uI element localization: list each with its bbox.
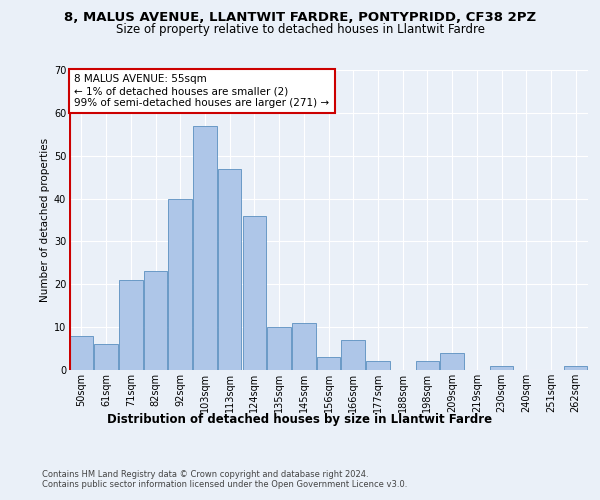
Text: 8, MALUS AVENUE, LLANTWIT FARDRE, PONTYPRIDD, CF38 2PZ: 8, MALUS AVENUE, LLANTWIT FARDRE, PONTYP…: [64, 11, 536, 24]
Bar: [416, 362, 439, 370]
Bar: [169, 198, 192, 370]
Bar: [341, 340, 365, 370]
Bar: [242, 216, 266, 370]
Text: 8 MALUS AVENUE: 55sqm
← 1% of detached houses are smaller (2)
99% of semi-detach: 8 MALUS AVENUE: 55sqm ← 1% of detached h…: [74, 74, 329, 108]
Bar: [317, 357, 340, 370]
Bar: [94, 344, 118, 370]
Bar: [144, 272, 167, 370]
Text: Distribution of detached houses by size in Llantwit Fardre: Distribution of detached houses by size …: [107, 412, 493, 426]
Y-axis label: Number of detached properties: Number of detached properties: [40, 138, 50, 302]
Bar: [440, 353, 464, 370]
Text: Size of property relative to detached houses in Llantwit Fardre: Size of property relative to detached ho…: [115, 22, 485, 36]
Bar: [564, 366, 587, 370]
Bar: [218, 168, 241, 370]
Bar: [70, 336, 93, 370]
Text: Contains HM Land Registry data © Crown copyright and database right 2024.
Contai: Contains HM Land Registry data © Crown c…: [42, 470, 407, 490]
Bar: [292, 323, 316, 370]
Bar: [366, 362, 389, 370]
Bar: [119, 280, 143, 370]
Bar: [490, 366, 513, 370]
Bar: [268, 327, 291, 370]
Bar: [193, 126, 217, 370]
